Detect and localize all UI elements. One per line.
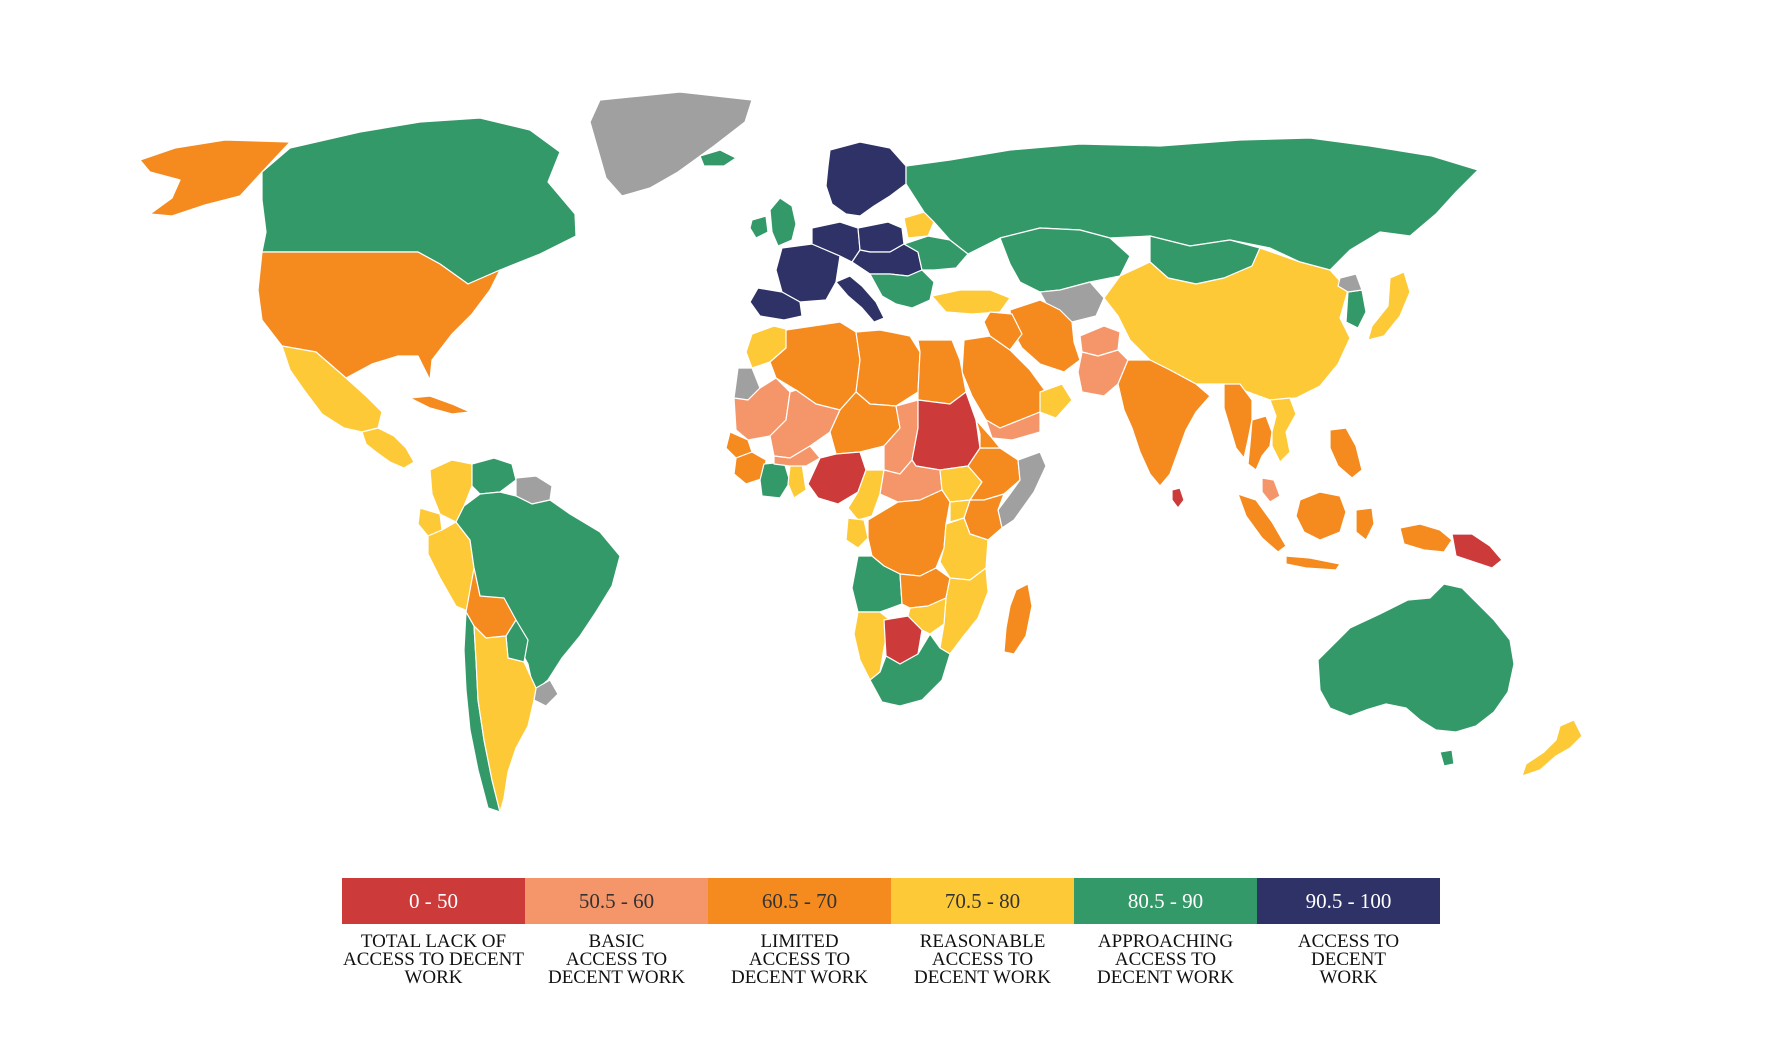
country-malaysia: [1261, 477, 1281, 503]
country-balkans: [869, 269, 935, 309]
country-sudan: [911, 391, 981, 471]
country-papua-new-guinea: [1451, 533, 1503, 569]
legend-swatch-60-70: 60.5 - 70: [708, 878, 891, 924]
country-greenland: [589, 91, 753, 197]
country-france: [775, 243, 841, 303]
legend-label-access: ACCESS TO DECENT WORK: [1297, 931, 1400, 988]
legend-swatch-90-100: 90.5 - 100: [1257, 878, 1440, 924]
country-myanmar: [1223, 383, 1253, 459]
country-kazakhstan: [999, 227, 1131, 293]
country-iraq: [983, 311, 1023, 351]
country-somalia: [997, 451, 1047, 529]
country-ukraine: [903, 235, 969, 271]
country-borneo: [1295, 491, 1347, 541]
country-madagascar: [1003, 583, 1033, 655]
country-ivory-coast: [759, 461, 791, 499]
legend-label-reasonable: REASONABLE ACCESS TO DECENT WORK: [913, 931, 1052, 988]
country-eritrea: [975, 419, 1001, 449]
country-alaska: [139, 139, 291, 217]
legend-swatch-70-80: 70.5 - 80: [891, 878, 1074, 924]
country-belarus: [903, 211, 935, 239]
country-vietnam: [1269, 397, 1297, 463]
country-egypt: [917, 339, 967, 405]
legend-swatch-0-50: 0 - 50: [342, 878, 525, 924]
country-java: [1285, 555, 1341, 571]
country-philippines: [1329, 427, 1363, 479]
country-sri-lanka: [1171, 487, 1185, 509]
country-japan: [1367, 271, 1411, 341]
country-turkey: [931, 289, 1011, 315]
legend-item-reasonable: 70.5 - 80 REASONABLE ACCESS TO DECENT WO…: [891, 878, 1074, 1018]
country-venezuela: [471, 457, 517, 495]
legend-label-total-lack: TOTAL LACK OF ACCESS TO DECENT WORK: [343, 931, 524, 988]
country-gabon: [845, 517, 869, 549]
legend-label-basic: BASIC ACCESS TO DECENT WORK: [547, 931, 686, 988]
legend-label-approaching: APPROACHING ACCESS TO DECENT WORK: [1096, 931, 1235, 988]
country-australia: [1317, 583, 1515, 733]
country-central-america: [361, 427, 415, 469]
country-iceland: [699, 149, 737, 167]
country-india: [1117, 359, 1211, 487]
country-iberia: [749, 287, 803, 321]
legend-item-basic: 50.5 - 60 BASIC ACCESS TO DECENT WORK: [525, 878, 708, 1018]
legend-item-total-lack: 0 - 50 TOTAL LACK OF ACCESS TO DECENT WO…: [342, 878, 525, 1018]
country-new-guinea-west: [1399, 523, 1453, 553]
country-south-africa: [869, 633, 951, 707]
legend-swatch-50-60: 50.5 - 60: [525, 878, 708, 924]
world-map-svg: [139, 91, 1583, 813]
country-sumatra: [1237, 493, 1287, 553]
map-legend: 0 - 50 TOTAL LACK OF ACCESS TO DECENT WO…: [342, 878, 1440, 1018]
legend-swatch-80-90: 80.5 - 90: [1074, 878, 1257, 924]
country-argentina: [473, 625, 537, 813]
country-burkina-faso: [773, 445, 821, 467]
country-libya: [855, 329, 921, 407]
country-yemen: [985, 411, 1041, 441]
country-north-korea: [1337, 273, 1363, 293]
country-korea: [1345, 289, 1367, 329]
country-united-kingdom: [769, 197, 797, 247]
country-ireland: [749, 215, 769, 239]
legend-item-limited: 60.5 - 70 LIMITED ACCESS TO DECENT WORK: [708, 878, 891, 1018]
country-tasmania: [1439, 749, 1455, 767]
country-cuba: [409, 395, 471, 415]
country-cameroon: [847, 469, 885, 521]
legend-item-access: 90.5 - 100 ACCESS TO DECENT WORK: [1257, 878, 1440, 1018]
country-canada: [261, 117, 577, 285]
country-ghana: [787, 463, 807, 499]
country-new-zealand: [1521, 719, 1583, 777]
world-map: [139, 91, 1583, 813]
country-italy: [835, 275, 885, 323]
country-scandinavia: [825, 141, 907, 217]
country-sulawesi: [1355, 507, 1375, 541]
country-oman: [1039, 383, 1073, 419]
legend-item-approaching: 80.5 - 90 APPROACHING ACCESS TO DECENT W…: [1074, 878, 1257, 1018]
legend-label-limited: LIMITED ACCESS TO DECENT WORK: [730, 931, 869, 988]
country-zimbabwe: [907, 597, 947, 635]
country-thailand: [1247, 415, 1273, 471]
